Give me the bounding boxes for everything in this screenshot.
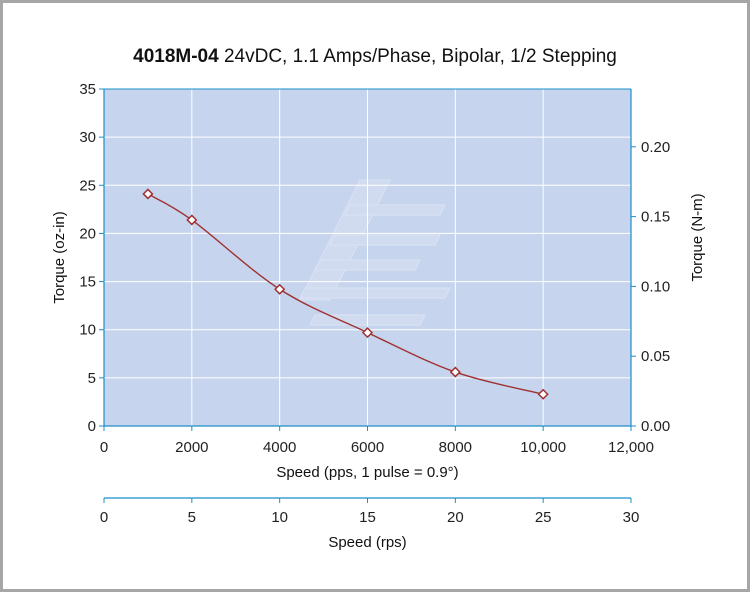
watermark-shape-1 [344, 204, 446, 216]
y-tick-label: 30 [79, 129, 96, 146]
y-axis-title: Torque (oz-in) [51, 211, 68, 304]
axes [99, 88, 636, 503]
y2-tick-label: 0.15 [641, 209, 670, 226]
data-point-marker [186, 214, 198, 226]
data-point-marker [274, 283, 286, 295]
y2-axis-title: Torque (N-m) [689, 193, 706, 281]
x-tick-label: 12,000 [608, 439, 654, 456]
data-point-marker [449, 366, 461, 378]
y2-tick-label: 0.10 [641, 278, 670, 295]
y-tick-label: 15 [79, 274, 96, 291]
data-point-marker [361, 327, 374, 339]
y2-tick-label: 0.05 [641, 348, 670, 365]
y-tick-label: 0 [88, 418, 96, 435]
watermark-shape-4 [299, 287, 451, 299]
x2-tick-label: 20 [447, 509, 464, 526]
data-point-marker [142, 188, 154, 200]
chart-title: 4018M-04 24vDC, 1.1 Amps/Phase, Bipolar,… [0, 46, 750, 68]
x-tick-label: 10,000 [520, 439, 566, 456]
x-tick-label: 0 [100, 439, 108, 456]
series-layer [142, 188, 549, 400]
x2-tick-label: 15 [359, 509, 376, 526]
y-tick-label: 5 [88, 370, 96, 387]
y-tick-label: 10 [79, 322, 96, 339]
x2-tick-label: 25 [535, 509, 552, 526]
x2-axis-title: Speed (rps) [328, 534, 406, 551]
tick-labels: 0 2000 4000 6000 8000 10,000 12,000 0 5 10 15 20 25 3… [79, 81, 670, 526]
y-tick-label: 35 [79, 81, 96, 98]
y-tick-label: 25 [79, 177, 96, 194]
x2-tick-label: 5 [188, 509, 196, 526]
x2-tick-label: 30 [623, 509, 640, 526]
chart-title-model: 4018M-04 [133, 46, 219, 67]
watermark-shape-2 [329, 234, 441, 246]
x-tick-label: 8000 [439, 439, 472, 456]
y2-tick-label: 0.00 [641, 418, 670, 435]
y-tick-label: 20 [79, 225, 96, 242]
y2-tick-label: 0.20 [641, 139, 670, 156]
x-tick-label: 2000 [175, 439, 208, 456]
x2-tick-label: 0 [100, 509, 108, 526]
x-tick-label: 6000 [351, 439, 384, 456]
x-axis-title: Speed (pps, 1 pulse = 0.9°) [276, 464, 458, 481]
x2-tick-label: 10 [271, 509, 288, 526]
data-point-marker [537, 388, 549, 400]
x-tick-label: 4000 [263, 439, 296, 456]
chart-title-description: 24vDC, 1.1 Amps/Phase, Bipolar, 1/2 Step… [223, 46, 617, 67]
